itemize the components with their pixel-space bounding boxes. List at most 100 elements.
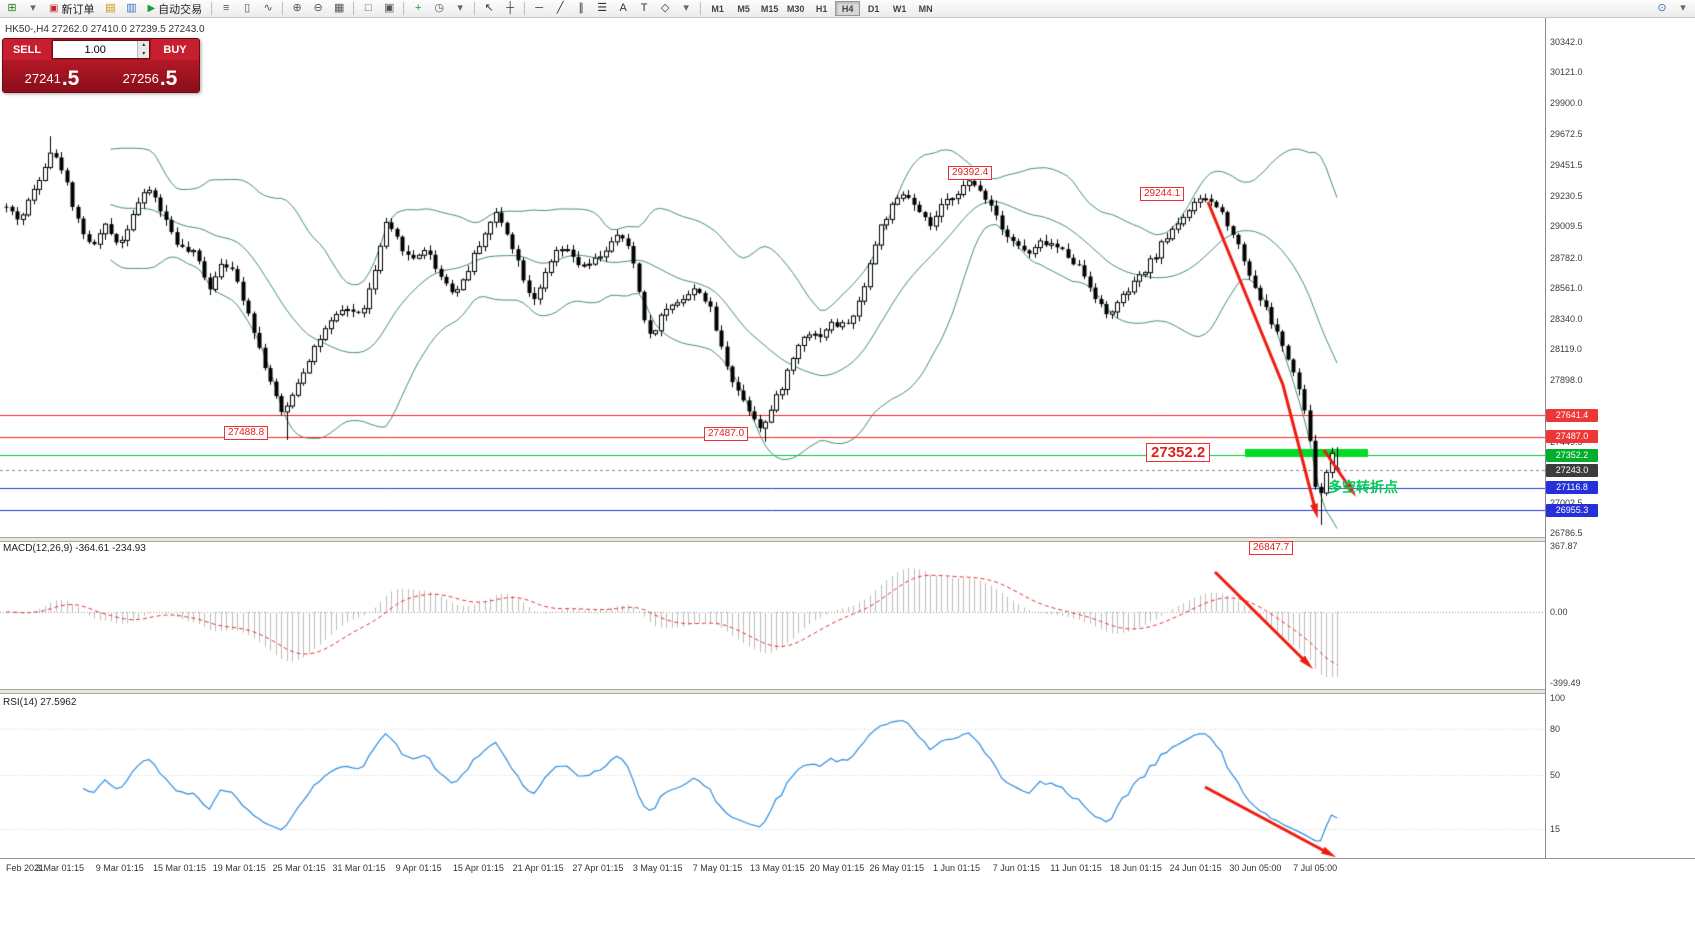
time-label: 18 Jun 01:15: [1109, 863, 1162, 873]
time-label: 27 Apr 01:15: [572, 863, 624, 873]
time-label: 26 May 01:15: [869, 863, 925, 873]
zoom-out-icon[interactable]: ⊖: [313, 1, 323, 14]
time-label: 7 Jun 01:15: [992, 863, 1040, 873]
price-axis[interactable]: 30342.0 30121.0 29900.0 29672.5 29451.5 29230…: [1545, 0, 1695, 876]
rsi-tick: 15: [1550, 823, 1561, 834]
buy-price-main: 27256: [122, 71, 159, 86]
trade-panel-prices: 27241.5 27256.5: [3, 60, 199, 92]
toolbar-separator: [282, 2, 284, 15]
timeframe-w1-button[interactable]: W1: [892, 4, 907, 14]
time-label: 11 Jun 01:15: [1050, 863, 1102, 873]
time-label: 15 Apr 01:15: [452, 863, 504, 873]
time-label: 1 Jun 01:15: [933, 863, 981, 873]
candlesticks-icon[interactable]: ▯: [244, 1, 251, 14]
volume-spinner: ▴ ▾: [137, 41, 149, 58]
timeframe-m30-button[interactable]: M30: [786, 4, 805, 14]
time-label: 25 Mar 01:15: [272, 863, 326, 873]
macd-tick: 367.87: [1550, 541, 1578, 551]
trade-panel-top-row: SELL ▴ ▾ BUY: [3, 39, 199, 60]
time-label: 13 May 01:15: [749, 863, 805, 873]
price-label-object[interactable]: 29244.1: [1140, 187, 1185, 201]
panel-divider-rsi[interactable]: [0, 689, 1695, 694]
price-tag: 27243.0: [1546, 463, 1598, 477]
price-label-object[interactable]: 27487.0: [704, 427, 749, 441]
timeframe-d1-button[interactable]: D1: [867, 4, 880, 14]
rsi-tick: 50: [1550, 770, 1561, 780]
tile-windows-icon[interactable]: □: [364, 1, 372, 14]
time-axis[interactable]: Feb 2021 3 Mar 01:15 9 Mar 01:15 15 Mar 01:…: [0, 858, 1695, 876]
new-chart-dropdown-icon[interactable]: ▾: [30, 1, 36, 14]
time-label: 9 Apr 01:15: [395, 863, 442, 873]
new-order-button-label: 新订单: [61, 3, 95, 16]
timeframe-m15-button[interactable]: M15: [760, 4, 779, 14]
price-tick: 28119.0: [1550, 344, 1582, 355]
volume-up-button[interactable]: ▴: [142, 42, 146, 48]
shapes-icon[interactable]: ◇: [660, 1, 670, 14]
toolbar-separator: [474, 2, 476, 15]
crosshair-icon[interactable]: ┼: [506, 1, 515, 14]
profiles-icon[interactable]: ▤: [105, 1, 116, 14]
search-icon[interactable]: ⊙: [1657, 1, 1667, 14]
label-icon[interactable]: T: [640, 1, 648, 14]
timeframe-m5-button[interactable]: M5: [737, 4, 750, 14]
period-dropdown-icon[interactable]: ▾: [457, 1, 463, 14]
time-label: 7 Jul 05:00: [1293, 863, 1338, 873]
grid-icon[interactable]: ▦: [333, 1, 345, 14]
price-label-object[interactable]: 29392.4: [948, 166, 993, 180]
panel-divider-macd[interactable]: [0, 537, 1695, 542]
price-tick: 29009.5: [1550, 221, 1583, 232]
buy-price: 27256.5: [101, 60, 199, 92]
timeframe-mn-button[interactable]: MN: [918, 4, 933, 14]
time-label: 21 Apr 01:15: [512, 863, 564, 873]
time-label: Feb 2021: [6, 863, 45, 873]
line-chart-icon[interactable]: ∿: [263, 1, 273, 14]
note-text-object[interactable]: 多空转折点: [1328, 479, 1398, 495]
buy-price-pips: .5: [159, 67, 178, 90]
price-label-object[interactable]: 27488.8: [224, 426, 269, 440]
price-label-object[interactable]: 26847.7: [1249, 541, 1294, 555]
time-label: 7 May 01:15: [692, 863, 743, 873]
timeframe-h4-button[interactable]: H4: [835, 1, 861, 16]
price-tick: 29900.0: [1550, 98, 1583, 108]
time-label: 19 Mar 01:15: [212, 863, 266, 873]
horizontal-line-icon[interactable]: ─: [535, 1, 544, 14]
new-order-button[interactable]: ▣ 新订单: [44, 1, 99, 17]
price-label-object[interactable]: 27352.2: [1146, 443, 1211, 462]
toolbar-options-icon[interactable]: ▾: [1680, 1, 1686, 14]
zoom-in-icon[interactable]: ⊕: [292, 1, 302, 14]
symbol-ohlc-header: HK50-,H4 27262.0 27410.0 27239.5 27243.0: [5, 24, 205, 35]
price-axis-border: [1545, 18, 1546, 876]
volume-down-button[interactable]: ▾: [142, 51, 146, 57]
time-label: 24 Jun 01:15: [1169, 863, 1222, 873]
period-icon[interactable]: ◷: [434, 1, 444, 14]
ohlc-bars-icon[interactable]: ≡: [222, 1, 230, 14]
text-icon[interactable]: A: [619, 1, 627, 14]
price-tick: 27898.0: [1550, 374, 1583, 385]
volume-input[interactable]: [53, 41, 138, 58]
time-label: 15 Mar 01:15: [153, 863, 207, 873]
cascade-windows-icon[interactable]: ▣: [383, 1, 395, 14]
timeframe-h1-button[interactable]: H1: [815, 4, 828, 14]
fibonacci-icon[interactable]: ☰: [597, 1, 608, 14]
toolbar: ⊞ ▾ ▣ 新订单 ▤ ▥ ▶ 自动交易 ≡ ▯ ∿ ⊕ ⊖ ▦ □ ▣ + ◷ ▾ ↖ ┼ ─ ╱ ∥ ☰ A T ◇ ▾ M1 M5 M1…: [0, 0, 1695, 18]
time-label: 31 Mar 01:15: [332, 863, 386, 873]
auto-trading-button[interactable]: ▶ 自动交易: [142, 1, 207, 17]
buy-button[interactable]: BUY: [151, 39, 199, 60]
cursor-icon[interactable]: ↖: [484, 1, 494, 14]
price-tick: 27002.5: [1550, 498, 1583, 508]
sell-price-pips: .5: [61, 67, 80, 90]
sell-button[interactable]: SELL: [3, 39, 51, 60]
time-label: 20 May 01:15: [809, 863, 865, 873]
indicators-icon[interactable]: +: [414, 1, 422, 14]
charts-window-icon[interactable]: ▥: [126, 1, 137, 14]
trendline-icon[interactable]: ╱: [556, 1, 564, 14]
price-tick: 29672.5: [1550, 129, 1583, 140]
new-chart-icon[interactable]: ⊞: [7, 1, 17, 14]
shapes-dropdown-icon[interactable]: ▾: [683, 1, 689, 14]
auto-trading-button-label: 自动交易: [158, 3, 203, 16]
channel-icon[interactable]: ∥: [578, 1, 584, 14]
price-tag: 27352.2: [1546, 448, 1598, 462]
timeframe-m1-button[interactable]: M1: [711, 4, 724, 14]
